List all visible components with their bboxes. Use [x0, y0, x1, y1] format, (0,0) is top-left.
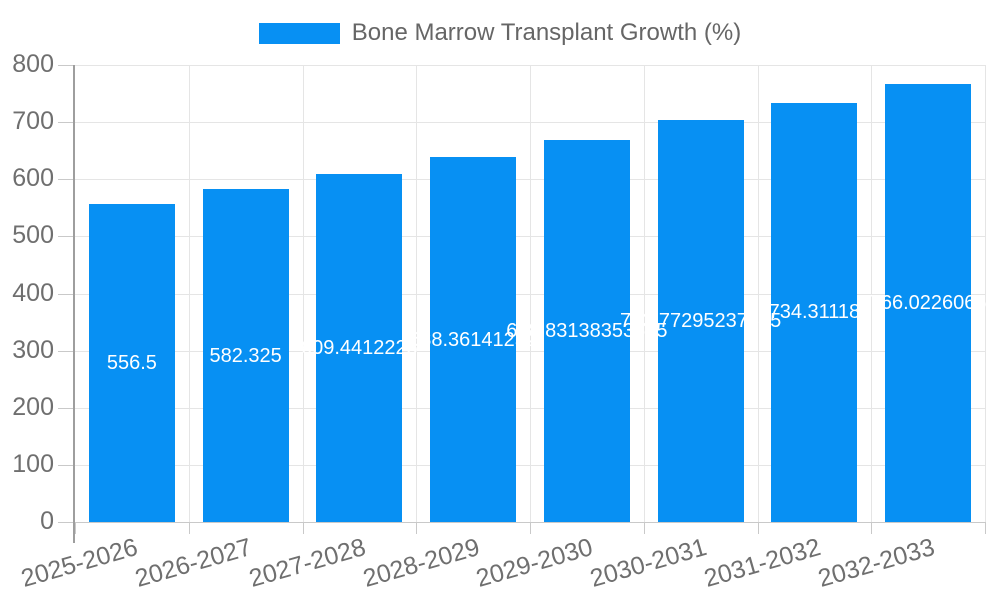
bar-2025-2026[interactable] — [88, 204, 175, 522]
bar-2031-2032[interactable] — [771, 102, 858, 522]
x-tick-mark — [871, 522, 873, 534]
bar-2027-2028[interactable] — [316, 173, 403, 522]
x-tick-mark — [302, 522, 304, 534]
x-tick-mark — [188, 522, 190, 534]
bar-value-label: 668.83138353555 — [506, 320, 668, 342]
bar-value-label: 582.325 — [209, 344, 282, 367]
bar-value-label: 638.36141252 — [409, 328, 538, 351]
x-gridline — [757, 65, 759, 522]
legend-swatch — [258, 22, 340, 44]
x-tick-mark — [985, 522, 986, 534]
y-tick-label: 0 — [40, 507, 54, 535]
bar-value-label: 703.77295237555 — [619, 310, 782, 332]
y-tick-mark — [58, 65, 75, 66]
x-tick-label: 2025-2026 — [18, 533, 142, 593]
x-tick-label: 2029-2030 — [473, 533, 597, 593]
y-tick-label: 500 — [12, 221, 54, 250]
x-tick-mark — [416, 522, 418, 534]
x-tick-mark — [75, 522, 76, 534]
y-tick-mark — [58, 293, 75, 295]
bar-value-label: 734.31118 — [768, 301, 861, 324]
y-tick-mark — [58, 179, 75, 181]
y-tick-label: 700 — [12, 107, 54, 136]
x-tick-label: 2032-2033 — [814, 533, 938, 593]
bar-2032-2033[interactable] — [885, 84, 972, 522]
bar-value-label: 556.5 — [106, 352, 157, 374]
bar-value-label: 609.4412225 — [300, 336, 418, 359]
y-tick-label: 300 — [12, 335, 54, 364]
x-tick-label: 2026-2027 — [132, 533, 255, 593]
x-tick-mark — [757, 522, 759, 534]
y-tick-label: 200 — [12, 392, 54, 421]
y-tick-mark — [58, 122, 75, 124]
x-gridline — [871, 65, 873, 522]
y-tick-label: 400 — [12, 278, 54, 307]
x-gridline — [643, 65, 645, 522]
y-tick-label: 800 — [12, 50, 54, 78]
y-tick-mark — [58, 407, 75, 409]
y-axis-line — [73, 65, 75, 543]
bar-2029-2030[interactable] — [543, 139, 630, 522]
x-tick-mark — [643, 522, 645, 534]
y-tick-mark — [58, 350, 75, 352]
y-tick-mark — [58, 522, 75, 523]
bar-value-label: 766.0226065 — [869, 292, 987, 315]
x-tick-label: 2030-2031 — [587, 533, 710, 593]
y-tick-label: 600 — [12, 164, 54, 193]
x-gridline — [985, 65, 986, 522]
x-tick-label: 2028-2029 — [359, 533, 483, 593]
x-gridline — [530, 65, 531, 522]
x-gridline — [416, 65, 418, 522]
bar-2028-2029[interactable] — [430, 157, 517, 522]
bar-2030-2031[interactable] — [657, 120, 744, 522]
x-gridline — [188, 65, 190, 522]
bar-2026-2027[interactable] — [202, 189, 289, 522]
y-tick-label: 100 — [12, 449, 54, 478]
legend-label: Bone Marrow Transplant Growth (%) — [351, 19, 742, 46]
y-tick-mark — [58, 236, 75, 238]
chart-legend[interactable]: Bone Marrow Transplant Growth (%) — [0, 21, 1000, 45]
x-tick-label: 2031-2032 — [700, 533, 824, 593]
y-tick-mark — [58, 464, 75, 466]
x-gridline — [302, 65, 304, 522]
x-tick-label: 2027-2028 — [245, 533, 369, 593]
x-tick-mark — [530, 522, 531, 534]
